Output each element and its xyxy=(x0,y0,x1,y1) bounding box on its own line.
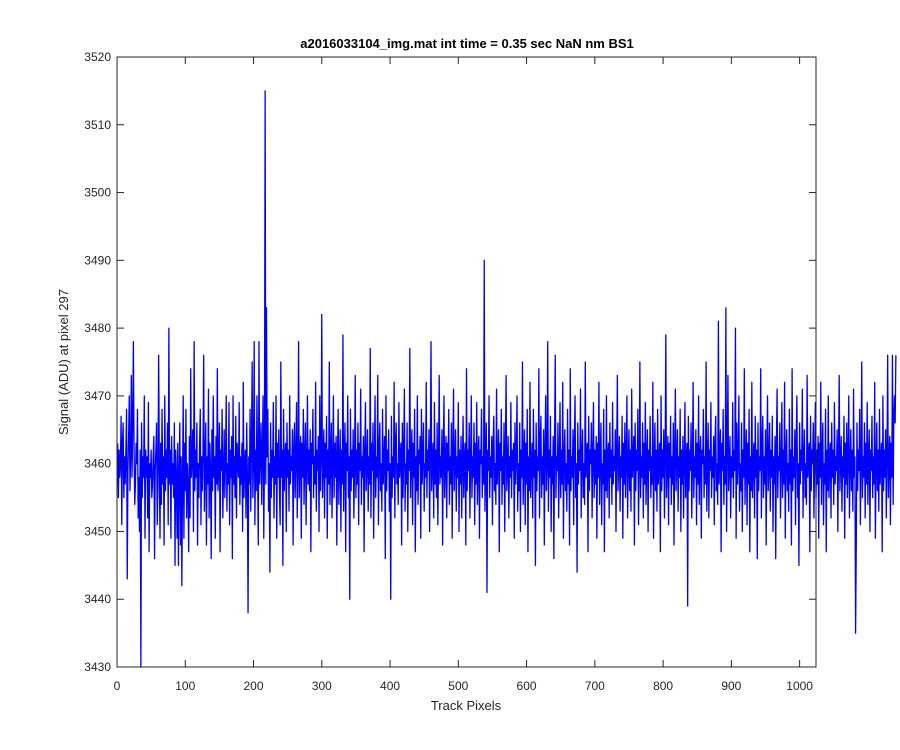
x-tick-label: 700 xyxy=(585,679,605,693)
x-tick-label: 1000 xyxy=(786,679,813,693)
x-axis-label: Track Pixels xyxy=(431,698,502,713)
y-tick-label: 3460 xyxy=(84,457,111,471)
y-tick-label: 3450 xyxy=(84,524,111,538)
y-tick-label: 3470 xyxy=(84,389,111,403)
series-line-1 xyxy=(117,90,897,668)
y-tick-label: 3480 xyxy=(84,321,111,335)
y-tick-label: 3510 xyxy=(84,118,111,132)
y-tick-label: 3500 xyxy=(84,186,111,200)
x-tick-label: 600 xyxy=(517,679,537,693)
y-axis-label: Signal (ADU) at pixel 297 xyxy=(56,289,71,435)
x-axis: 0 100 200 300 400 500 600 700 800 900 1000 xyxy=(114,57,813,693)
y-tick-label: 3430 xyxy=(84,660,111,674)
x-tick-label: 800 xyxy=(653,679,673,693)
y-axis: 3430 3440 3450 3460 3470 3480 3490 3500 3510 3520 xyxy=(84,50,816,674)
y-tick-label: 3490 xyxy=(84,253,111,267)
x-tick-label: 200 xyxy=(244,679,264,693)
y-tick-label: 3440 xyxy=(84,592,111,606)
x-tick-label: 100 xyxy=(175,679,195,693)
x-tick-label: 0 xyxy=(114,679,121,693)
y-tick-label: 3520 xyxy=(84,50,111,64)
x-tick-label: 900 xyxy=(721,679,741,693)
x-tick-label: 400 xyxy=(380,679,400,693)
chart-title: a2016033104_img.mat int time = 0.35 sec … xyxy=(300,36,634,51)
plot-area xyxy=(117,57,816,667)
series-layer xyxy=(117,90,897,668)
x-tick-label: 300 xyxy=(312,679,332,693)
axes-box xyxy=(116,56,817,668)
x-tick-label: 500 xyxy=(448,679,468,693)
